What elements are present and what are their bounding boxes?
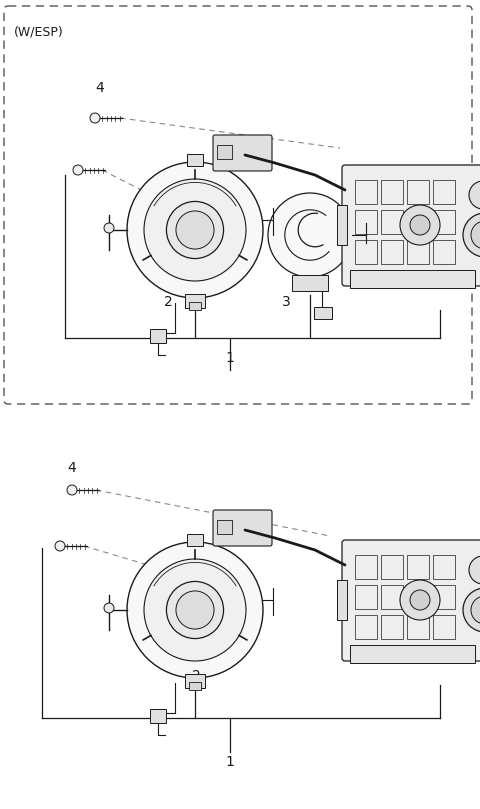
Circle shape bbox=[176, 591, 214, 629]
FancyBboxPatch shape bbox=[342, 540, 480, 661]
Circle shape bbox=[268, 193, 352, 277]
Circle shape bbox=[144, 559, 246, 661]
Circle shape bbox=[167, 201, 224, 259]
Bar bbox=[187, 154, 203, 166]
Bar bbox=[407, 555, 429, 579]
Circle shape bbox=[67, 485, 77, 495]
Bar bbox=[185, 674, 205, 688]
Circle shape bbox=[471, 221, 480, 249]
Circle shape bbox=[176, 211, 214, 249]
Circle shape bbox=[463, 213, 480, 257]
Circle shape bbox=[471, 596, 480, 624]
Circle shape bbox=[410, 215, 430, 235]
Circle shape bbox=[90, 113, 100, 123]
Circle shape bbox=[55, 541, 65, 551]
Bar bbox=[407, 615, 429, 639]
Bar bbox=[381, 615, 403, 639]
Bar bbox=[433, 180, 455, 204]
Text: 2: 2 bbox=[192, 669, 200, 683]
Circle shape bbox=[127, 542, 263, 678]
Bar bbox=[189, 302, 201, 310]
Circle shape bbox=[104, 603, 114, 613]
Circle shape bbox=[469, 181, 480, 209]
Bar bbox=[150, 709, 166, 723]
Bar bbox=[355, 240, 377, 264]
Bar bbox=[337, 205, 347, 245]
Text: 4: 4 bbox=[96, 81, 104, 95]
Bar bbox=[185, 294, 205, 308]
Circle shape bbox=[144, 179, 246, 281]
Circle shape bbox=[463, 588, 480, 632]
Bar bbox=[407, 210, 429, 234]
Circle shape bbox=[104, 223, 114, 233]
Bar bbox=[355, 210, 377, 234]
FancyBboxPatch shape bbox=[342, 165, 480, 286]
Bar bbox=[381, 210, 403, 234]
Circle shape bbox=[167, 582, 224, 638]
Bar bbox=[355, 555, 377, 579]
Bar bbox=[355, 585, 377, 609]
Bar bbox=[381, 555, 403, 579]
Bar bbox=[407, 180, 429, 204]
Text: (W/ESP): (W/ESP) bbox=[14, 26, 64, 39]
Bar bbox=[433, 615, 455, 639]
Bar bbox=[292, 275, 328, 291]
Text: 1: 1 bbox=[226, 755, 234, 769]
Text: 3: 3 bbox=[282, 295, 290, 309]
Text: 4: 4 bbox=[68, 461, 76, 475]
Text: 2: 2 bbox=[164, 295, 172, 309]
Circle shape bbox=[127, 162, 263, 298]
Bar bbox=[350, 270, 475, 288]
Bar bbox=[433, 240, 455, 264]
Bar bbox=[355, 180, 377, 204]
Bar bbox=[350, 645, 475, 663]
Text: 1: 1 bbox=[226, 351, 234, 365]
Bar bbox=[337, 580, 347, 620]
Bar bbox=[381, 240, 403, 264]
Bar bbox=[381, 585, 403, 609]
Bar bbox=[217, 145, 232, 159]
Bar bbox=[217, 520, 232, 534]
Bar bbox=[150, 329, 166, 343]
Bar bbox=[355, 615, 377, 639]
Bar bbox=[314, 307, 332, 319]
Circle shape bbox=[400, 580, 440, 620]
FancyBboxPatch shape bbox=[213, 510, 272, 546]
Bar bbox=[433, 555, 455, 579]
Bar bbox=[433, 585, 455, 609]
Bar bbox=[407, 240, 429, 264]
Bar bbox=[187, 534, 203, 546]
FancyBboxPatch shape bbox=[213, 135, 272, 171]
Circle shape bbox=[400, 205, 440, 245]
Circle shape bbox=[469, 556, 480, 584]
Circle shape bbox=[73, 165, 83, 175]
Circle shape bbox=[410, 590, 430, 610]
Bar bbox=[189, 682, 201, 690]
Bar bbox=[407, 585, 429, 609]
Bar bbox=[433, 210, 455, 234]
Bar bbox=[381, 180, 403, 204]
